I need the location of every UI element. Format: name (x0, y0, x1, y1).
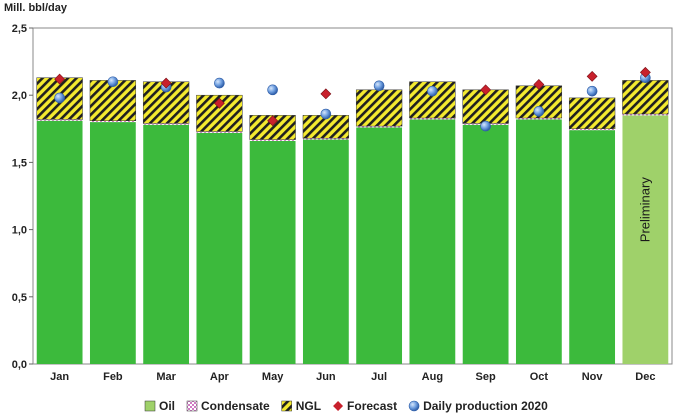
y-tick-label: 0,5 (12, 292, 27, 304)
legend-label-daily-production-2020: Daily production 2020 (423, 399, 548, 413)
bar-oil-jan (36, 120, 83, 365)
x-tick-label: Apr (210, 371, 230, 383)
daily-marker-nov (586, 85, 598, 97)
legend-label-ngl: NGL (296, 399, 321, 413)
bar-ngl-dec (622, 80, 669, 115)
forecast-marker-may (267, 115, 279, 127)
bar-oil-apr (196, 132, 243, 364)
forecast-marker-nov (586, 70, 598, 82)
daily-marker-jan (54, 92, 65, 104)
x-tick-label: Feb (103, 371, 123, 383)
forecast-marker-oct (533, 79, 545, 90)
x-tick-label: Jan (50, 371, 69, 383)
daily-marker-oct (533, 106, 545, 117)
bar-oil-dec (622, 115, 669, 364)
daily-marker-may (267, 84, 278, 96)
bar-oil-jun (302, 139, 349, 364)
bar-condensate-oct (515, 118, 562, 120)
bar-condensate-feb (89, 120, 136, 123)
legend: Oil Condensate NGL Forecast Daily production… (144, 399, 548, 413)
x-tick-label: Nov (582, 371, 604, 383)
x-tick-label: May (262, 371, 284, 383)
y-tick-label: 2,0 (12, 90, 27, 102)
x-tick-label: Oct (530, 371, 549, 383)
daily-marker-sep (480, 120, 491, 132)
x-tick-label: Jun (316, 371, 336, 383)
legend-swatch-forecast (333, 401, 344, 411)
y-tick-label: 2,5 (12, 23, 27, 35)
legend-swatch-ngl (281, 400, 292, 412)
forecast-marker-dec (639, 66, 651, 78)
x-tick-label: Aug (422, 371, 443, 383)
daily-marker-jun (320, 108, 332, 120)
legend-label-oil: Oil (159, 399, 175, 413)
bar-condensate-mar (143, 123, 190, 125)
y-tick-label: 1,0 (12, 225, 27, 237)
bar-condensate-jul (356, 126, 403, 128)
y-tick-label: 1,5 (12, 157, 27, 169)
forecast-marker-mar (160, 77, 172, 89)
bar-oil-sep (462, 124, 509, 364)
bar-oil-jul (356, 127, 403, 365)
x-tick-label: Jul (371, 371, 387, 383)
forecast-marker-jan (54, 73, 66, 85)
legend-label-forecast: Forecast (347, 399, 397, 413)
bar-ngl-feb (89, 80, 137, 121)
legend-swatch-oil (144, 400, 156, 412)
x-tick-label: Mar (156, 371, 176, 383)
bar-oil-may (249, 140, 296, 364)
bar-oil-aug (409, 119, 456, 364)
forecast-marker-sep (480, 84, 492, 96)
bar-oil-feb (89, 122, 136, 364)
bar-condensate-may (249, 139, 296, 141)
x-tick-label: Sep (476, 371, 496, 383)
bar-ngl-nov (568, 97, 616, 130)
bar-condensate-dec (622, 114, 669, 116)
x-tick-label: Dec (635, 371, 655, 383)
y-tick-label: 0,0 (12, 359, 27, 371)
bar-condensate-jun (302, 138, 349, 140)
daily-marker-aug (427, 85, 438, 97)
y-axis-title: Mill. bbl/day (4, 2, 67, 14)
daily-marker-feb (107, 76, 119, 88)
bar-ngl-sep (462, 89, 509, 124)
daily-marker-jul (373, 80, 385, 92)
legend-swatch-condensate (186, 400, 198, 412)
bar-condensate-nov (569, 128, 616, 131)
legend-label-condensate: Condensate (201, 399, 270, 413)
preliminary-annotation: Preliminary (637, 177, 652, 243)
forecast-marker-jun (320, 88, 332, 100)
bar-ngl-jul (355, 89, 403, 127)
bar-condensate-jan (36, 119, 83, 121)
bar-condensate-apr (196, 131, 243, 133)
bar-condensate-aug (409, 118, 456, 120)
legend-swatch-daily-production-2020 (408, 400, 420, 412)
bar-oil-oct (515, 119, 562, 364)
bar-oil-mar (143, 124, 190, 364)
plot-area (32, 27, 673, 365)
forecast-marker-apr (213, 97, 225, 109)
daily-marker-apr (214, 77, 225, 89)
bar-oil-nov (569, 130, 616, 364)
